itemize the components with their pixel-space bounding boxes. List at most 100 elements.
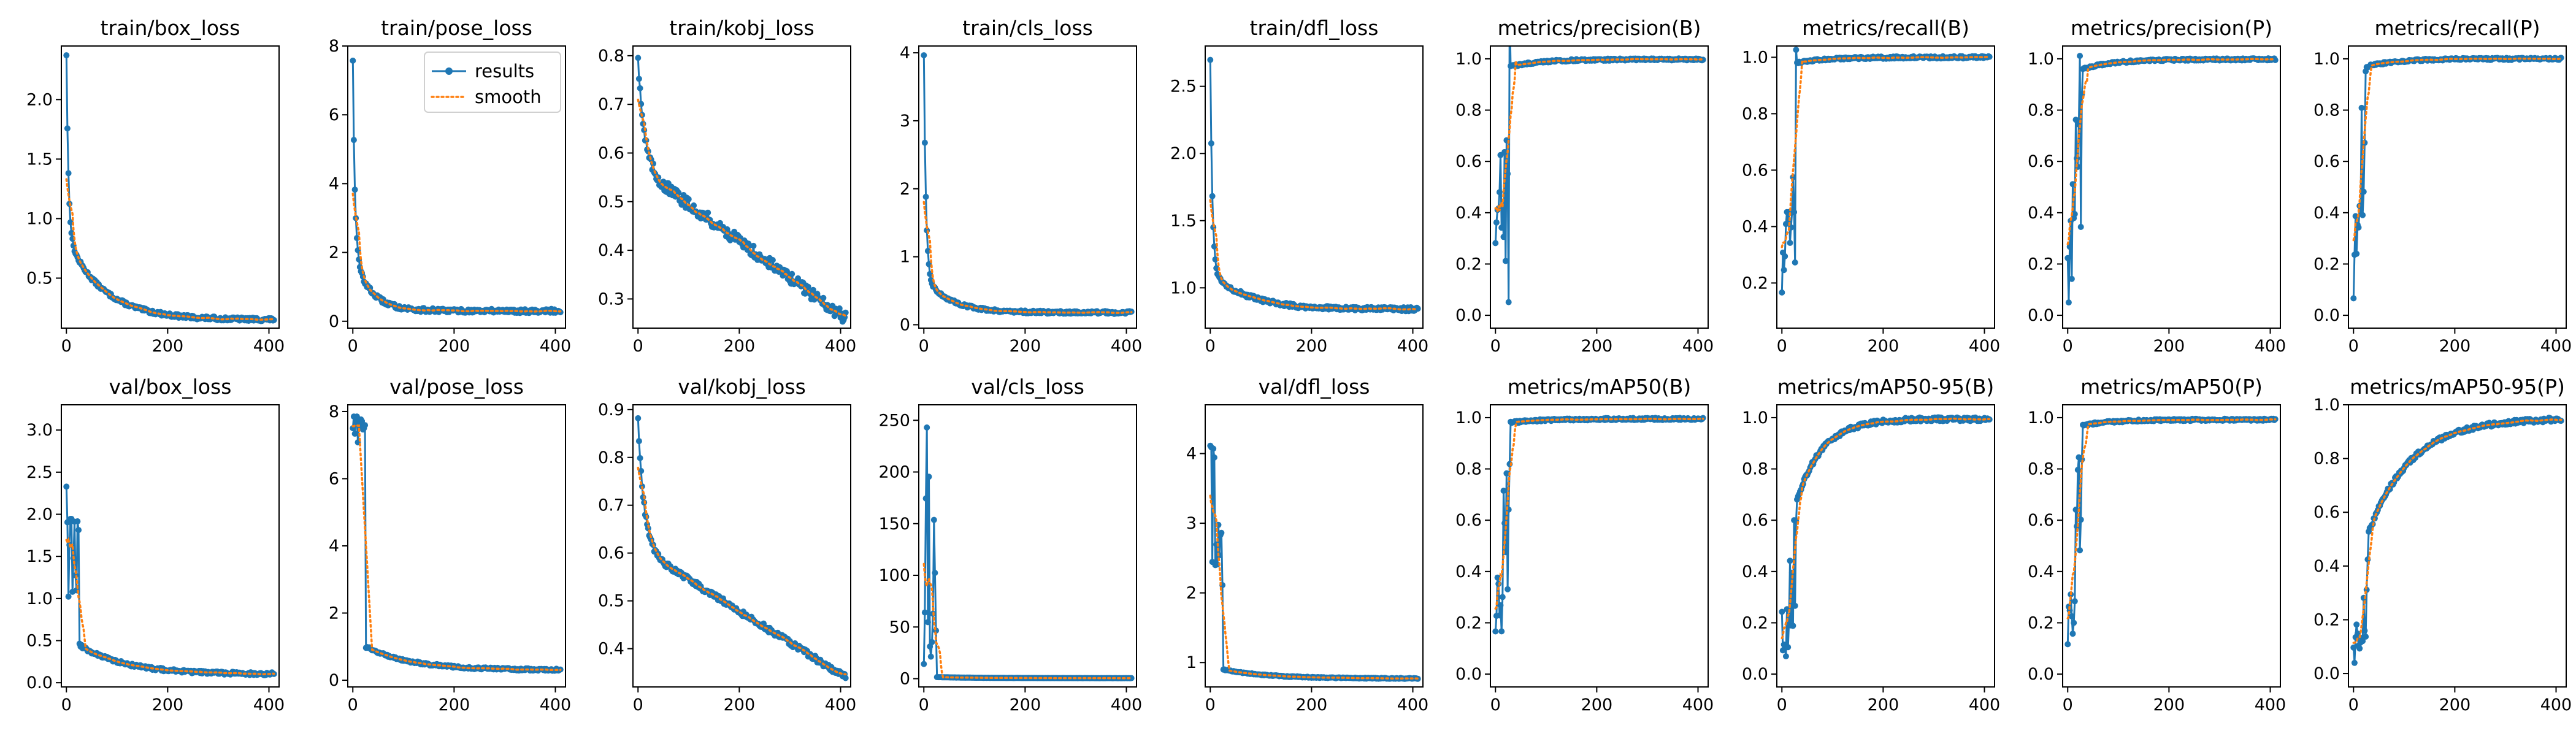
results-line [1494, 416, 1704, 632]
y-tick-label: 2.5 [26, 463, 53, 482]
results-point [2071, 211, 2078, 217]
x-tick-label: 0 [1777, 696, 1787, 715]
y-tick-label: 1.0 [2313, 396, 2340, 415]
x-tick-label: 400 [2540, 696, 2572, 715]
plot-area [921, 424, 1135, 681]
subplot-metrics-map50-b: metrics/mAP50(B) 0 200 400 0.0 0.2 0.4 0.6 0.8 1.… [1455, 375, 1714, 715]
y-tick-label: 0.8 [1742, 460, 1768, 479]
x-tick-label: 400 [825, 337, 857, 356]
results-point [1501, 148, 1508, 155]
results-point [2361, 627, 2368, 634]
results-line [2352, 56, 2562, 299]
axes-frame [1776, 404, 1995, 688]
results-point [1787, 240, 1793, 246]
y-tick-label: 0.2 [2313, 255, 2340, 274]
subplot-metrics-map50-95-p: metrics/mAP50-95(P) 0 200 400 0.0 0.2 0.4 0.6 0.… [2313, 375, 2572, 715]
y-tick-label: 0.4 [2028, 562, 2054, 581]
results-point [1782, 253, 1788, 259]
results-point [1218, 529, 1225, 536]
results-point [1492, 240, 1499, 247]
results-point [795, 275, 802, 282]
axes-frame [61, 45, 280, 329]
results-point [2077, 516, 2084, 523]
subplot-metrics-precision-p: metrics/precision(P) 0 200 400 0.0 0.2 0.4 0.6 0… [2028, 16, 2286, 356]
x-tick-label: 0 [633, 696, 643, 715]
subplot-train-dfl-loss: train/dfl_loss 0 200 400 1.0 1.5 2.0 2.5 [1170, 16, 1428, 356]
x-tick-label: 200 [1010, 337, 1041, 356]
y-tick-label: 2.5 [1170, 77, 1197, 96]
y-tick-label: 4 [329, 537, 339, 556]
results-point [1128, 675, 1135, 681]
results-point [805, 283, 811, 290]
y-tick-label: 4 [900, 44, 910, 63]
results-point [924, 248, 931, 255]
axes-frame [61, 404, 280, 688]
results-point [1792, 259, 1798, 266]
x-tick-label: 200 [2439, 337, 2471, 356]
subplot-title: train/dfl_loss [1250, 16, 1379, 40]
results-point [1497, 602, 1504, 608]
results-point [2360, 188, 2367, 195]
y-tick-label: 8 [329, 37, 339, 56]
y-tick-label: 3 [1186, 514, 1197, 533]
x-tick-label: 0 [2063, 696, 2073, 715]
legend-results-marker [445, 67, 453, 75]
smooth-line [351, 424, 562, 672]
results-point [2071, 598, 2078, 605]
results-point [351, 186, 358, 193]
results-point [2356, 645, 2363, 652]
plot-area [2350, 55, 2564, 302]
y-tick-label: 0 [900, 670, 910, 689]
axes-frame [2348, 404, 2567, 688]
subplot-train-cls-loss: train/cls_loss 0 200 400 0 1 2 3 4 [900, 16, 1142, 356]
results-point [1499, 594, 1506, 600]
y-tick-label: 100 [878, 566, 910, 585]
y-tick-label: 1.0 [1742, 408, 1768, 427]
y-tick-label: 0.2 [1455, 255, 1482, 274]
y-tick-label: 0.6 [2313, 503, 2340, 522]
results-point [362, 422, 369, 429]
x-tick-label: 400 [2255, 696, 2287, 715]
y-tick-label: 0.6 [1455, 511, 1482, 530]
x-tick-label: 0 [1490, 696, 1501, 715]
results-point [1790, 623, 1796, 629]
results-point [921, 139, 928, 146]
y-tick-label: 0.4 [1742, 217, 1768, 236]
subplot-title: train/kobj_loss [669, 16, 814, 40]
y-tick-label: 0 [329, 671, 339, 690]
results-point [1211, 454, 1217, 461]
y-tick-label: 1.0 [1455, 408, 1482, 427]
results-point [2068, 275, 2075, 282]
results-point [1505, 299, 1512, 305]
results-point [789, 270, 795, 277]
results-point [64, 125, 71, 132]
smooth-line [1494, 58, 1704, 212]
results-line [2066, 56, 2276, 303]
x-tick-label: 200 [439, 337, 470, 356]
y-tick-label: 0.9 [598, 401, 624, 420]
x-tick-label: 200 [1868, 337, 1899, 356]
subplot-title: val/box_loss [109, 375, 232, 399]
y-tick-label: 2 [329, 604, 339, 623]
y-tick-label: 0.5 [598, 592, 624, 611]
results-point [1499, 205, 1506, 212]
results-point [810, 286, 816, 293]
subplot-val-dfl-loss: val/dfl_loss 0 200 400 1 2 3 4 [1186, 375, 1428, 715]
y-tick-label: 1.0 [26, 589, 53, 608]
results-point [842, 675, 849, 681]
y-tick-label: 1.0 [2028, 50, 2054, 69]
results-point [1207, 56, 1214, 63]
y-tick-label: 0.4 [2028, 204, 2054, 223]
x-tick-label: 400 [1682, 696, 1714, 715]
smooth-line [1209, 199, 1419, 311]
y-tick-label: 150 [878, 515, 910, 534]
subplot-metrics-map50-95-b: metrics/mAP50-95(B) 0 200 400 0.0 0.2 0.4 0.6 0.… [1742, 375, 2000, 715]
x-tick-label: 200 [439, 696, 470, 715]
x-tick-label: 400 [1111, 337, 1143, 356]
subplot-title: metrics/recall(P) [2374, 16, 2540, 40]
y-tick-label: 0.4 [1455, 562, 1482, 581]
results-point [1493, 219, 1500, 226]
results-point [1787, 558, 1793, 564]
results-point [63, 52, 70, 59]
results-point [921, 52, 927, 59]
